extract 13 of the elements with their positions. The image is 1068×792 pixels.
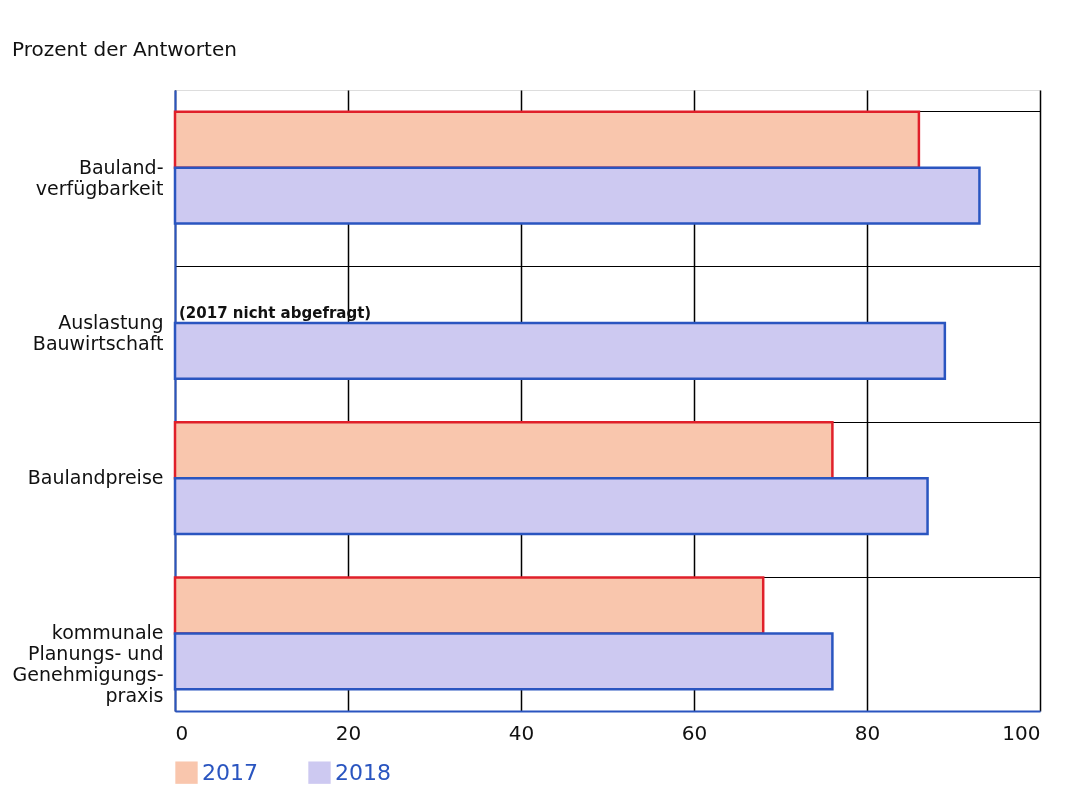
x-tick-label: 20 [335,720,362,745]
chart-title: Prozent der Antworten [12,37,237,61]
legend-label: 2017 [202,759,258,785]
x-tick-label: 0 [175,720,189,745]
y-tick-label: Bauland- verfügbarkeit [35,155,164,199]
y-tick-label: Auslastung Bauwirtschaft [32,310,164,354]
x-tick-label: 60 [681,720,708,745]
y-tick-label: Baulandpreise [27,466,164,489]
y-tick-label: kommunale Planungs- und Genehmigungs- praxis [12,621,164,707]
legend-label: 2018 [335,759,391,785]
x-tick-label: 100 [1002,720,1041,745]
x-tick-label: 40 [508,720,535,745]
x-tick-label: 80 [854,720,881,745]
